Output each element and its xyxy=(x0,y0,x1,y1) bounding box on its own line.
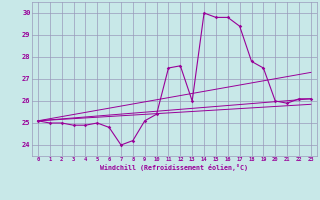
X-axis label: Windchill (Refroidissement éolien,°C): Windchill (Refroidissement éolien,°C) xyxy=(100,164,248,171)
